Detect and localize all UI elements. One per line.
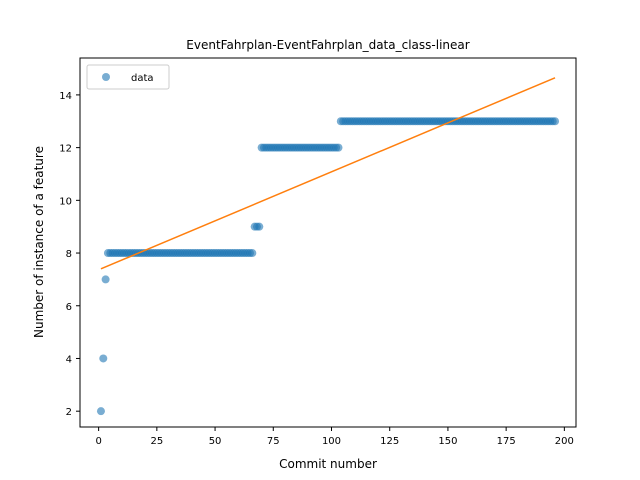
x-tick-label: 25 xyxy=(150,436,163,447)
x-axis-label: Commit number xyxy=(279,457,377,471)
y-tick-label: 14 xyxy=(59,91,72,102)
data-point xyxy=(96,407,105,416)
y-tick-label: 10 xyxy=(59,196,72,207)
x-tick-label: 75 xyxy=(267,436,280,447)
data-point xyxy=(101,275,110,284)
y-tick-label: 2 xyxy=(66,407,72,418)
x-tick-label: 150 xyxy=(438,436,457,447)
chart-title: EventFahrplan-EventFahrplan_data_class-l… xyxy=(186,38,469,52)
x-tick-label: 0 xyxy=(95,436,101,447)
legend-label: data xyxy=(131,73,154,84)
data-points xyxy=(96,117,560,416)
legend-box xyxy=(86,64,170,90)
x-tick-label: 125 xyxy=(380,436,399,447)
x-axis: 0 25 50 75 100 125 150 175 200 xyxy=(95,427,574,447)
legend-marker xyxy=(102,73,110,81)
x-tick-label: 200 xyxy=(555,436,574,447)
y-tick-label: 8 xyxy=(66,249,72,260)
data-point xyxy=(99,354,108,363)
plot-frame xyxy=(79,57,577,428)
x-tick-label: 50 xyxy=(209,436,222,447)
legend: data xyxy=(86,64,170,90)
y-tick-label: 6 xyxy=(66,302,72,313)
data-point xyxy=(551,117,560,126)
y-axis-label: Number of instance of a feature xyxy=(32,146,46,338)
x-tick-label: 175 xyxy=(497,436,516,447)
data-point xyxy=(334,143,343,152)
fit-line xyxy=(100,77,556,270)
y-tick-label: 4 xyxy=(66,354,72,365)
data-point xyxy=(248,249,257,258)
y-axis: 2 4 6 8 10 12 14 xyxy=(59,91,80,418)
x-tick-label: 100 xyxy=(322,436,341,447)
data-point xyxy=(255,222,264,231)
y-tick-label: 12 xyxy=(59,144,72,155)
